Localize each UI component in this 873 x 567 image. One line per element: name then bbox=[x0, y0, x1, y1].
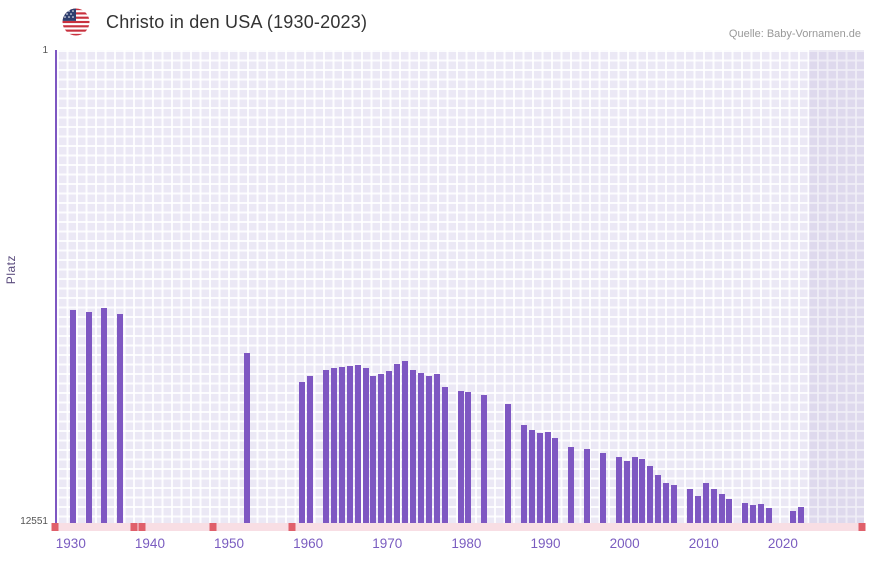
no-rank-marker-1958 bbox=[288, 523, 296, 531]
bar-1988[interactable] bbox=[528, 429, 535, 523]
x-tick-label-1960: 1960 bbox=[293, 536, 324, 551]
bar-2018[interactable] bbox=[766, 507, 773, 523]
bar-2010[interactable] bbox=[702, 483, 709, 523]
no-rank-strip bbox=[51, 523, 866, 531]
x-tick-label-1990: 1990 bbox=[530, 536, 561, 551]
bar-2005[interactable] bbox=[663, 482, 670, 523]
bar-1982[interactable] bbox=[481, 394, 488, 523]
bar-1930[interactable] bbox=[69, 310, 76, 523]
no-rank-marker-1939 bbox=[138, 523, 146, 531]
x-tick-label-1980: 1980 bbox=[451, 536, 482, 551]
bar-1980[interactable] bbox=[465, 391, 472, 523]
chart-header: Christo in den USA (1930-2023) bbox=[62, 8, 367, 36]
y-axis-title: Platz bbox=[4, 255, 18, 285]
bar-1976[interactable] bbox=[433, 374, 440, 523]
source-credit: Quelle: Baby-Vornamen.de bbox=[728, 28, 861, 40]
no-rank-marker-1928 bbox=[51, 523, 59, 531]
bar-1990[interactable] bbox=[544, 431, 551, 523]
bar-1993[interactable] bbox=[568, 447, 575, 523]
no-data-band bbox=[808, 50, 864, 523]
x-tick-label-1940: 1940 bbox=[134, 536, 165, 551]
y-axis-top-label: 1 bbox=[42, 45, 48, 56]
bar-1959[interactable] bbox=[299, 381, 306, 523]
bar-1963[interactable] bbox=[330, 367, 337, 523]
bar-1975[interactable] bbox=[425, 375, 432, 523]
x-tick-label-2000: 2000 bbox=[609, 536, 640, 551]
bar-1999[interactable] bbox=[615, 456, 622, 523]
bar-2000[interactable] bbox=[623, 460, 630, 523]
bar-1932[interactable] bbox=[85, 311, 92, 523]
bar-2004[interactable] bbox=[655, 475, 662, 523]
bar-2006[interactable] bbox=[671, 484, 678, 523]
bar-1970[interactable] bbox=[386, 371, 393, 523]
bar-1979[interactable] bbox=[457, 391, 464, 523]
us-flag-icon bbox=[62, 8, 90, 36]
bar-1966[interactable] bbox=[354, 365, 361, 523]
bar-1971[interactable] bbox=[394, 364, 401, 523]
bar-1985[interactable] bbox=[504, 404, 511, 523]
bar-2001[interactable] bbox=[631, 456, 638, 523]
x-tick-label-1930: 1930 bbox=[55, 536, 86, 551]
bar-2022[interactable] bbox=[797, 506, 804, 523]
no-rank-marker-1948 bbox=[209, 523, 217, 531]
bar-2021[interactable] bbox=[789, 511, 796, 523]
bar-1997[interactable] bbox=[599, 452, 606, 523]
bar-1964[interactable] bbox=[338, 366, 345, 523]
bar-2015[interactable] bbox=[742, 503, 749, 523]
bar-1962[interactable] bbox=[322, 370, 329, 523]
bar-1969[interactable] bbox=[378, 374, 385, 523]
bar-2003[interactable] bbox=[647, 466, 654, 523]
bar-1977[interactable] bbox=[441, 386, 448, 523]
bar-1934[interactable] bbox=[101, 308, 108, 523]
bar-2012[interactable] bbox=[718, 493, 725, 523]
x-axis: 1930 1940 1950 1960 1970 1980 1990 2000 2010 2020 bbox=[55, 536, 862, 558]
bar-1991[interactable] bbox=[552, 437, 559, 523]
no-rank-marker-2030 bbox=[858, 523, 866, 531]
bar-1936[interactable] bbox=[117, 313, 124, 523]
bar-2009[interactable] bbox=[694, 496, 701, 523]
plot-area bbox=[55, 50, 864, 523]
bar-2013[interactable] bbox=[726, 499, 733, 523]
bar-1974[interactable] bbox=[417, 372, 424, 523]
bar-1960[interactable] bbox=[307, 376, 314, 523]
bar-1968[interactable] bbox=[370, 375, 377, 523]
no-rank-marker-1938 bbox=[130, 523, 138, 531]
bar-2002[interactable] bbox=[639, 458, 646, 523]
bar-1989[interactable] bbox=[536, 432, 543, 523]
y-axis-bottom-label: 12551 bbox=[20, 516, 48, 527]
bar-2017[interactable] bbox=[758, 504, 765, 523]
bar-1987[interactable] bbox=[520, 424, 527, 523]
bar-1952[interactable] bbox=[243, 353, 250, 523]
bar-1995[interactable] bbox=[584, 449, 591, 523]
bar-2016[interactable] bbox=[750, 505, 757, 523]
x-tick-label-1950: 1950 bbox=[214, 536, 245, 551]
bar-2008[interactable] bbox=[686, 489, 693, 523]
bar-1973[interactable] bbox=[410, 369, 417, 523]
x-tick-label-2010: 2010 bbox=[688, 536, 719, 551]
bar-1967[interactable] bbox=[362, 368, 369, 523]
bar-1972[interactable] bbox=[402, 361, 409, 523]
bar-1965[interactable] bbox=[346, 365, 353, 523]
bar-2011[interactable] bbox=[710, 489, 717, 523]
x-tick-label-2020: 2020 bbox=[767, 536, 798, 551]
x-tick-label-1970: 1970 bbox=[372, 536, 403, 551]
chart-title: Christo in den USA (1930-2023) bbox=[106, 11, 368, 32]
